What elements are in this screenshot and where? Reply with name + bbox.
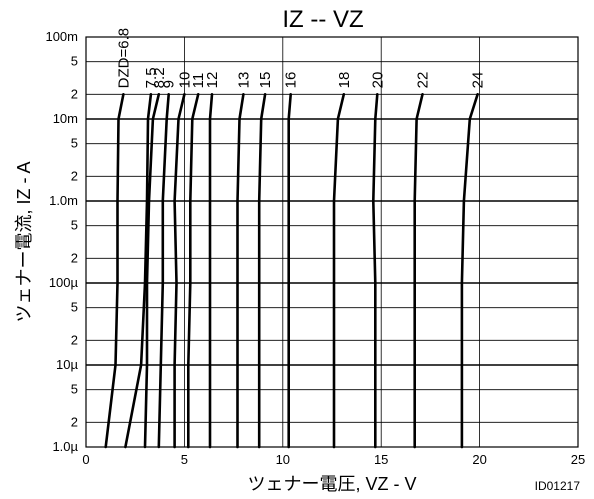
x-axis-label: ツェナー電圧, VZ - V — [247, 474, 416, 494]
x-tick-label: 20 — [472, 452, 486, 467]
y-tick-label: 5 — [71, 382, 78, 397]
series-label: 20 — [369, 72, 386, 89]
y-tick-label: 2 — [71, 168, 78, 183]
plot-frame — [85, 36, 579, 448]
chart-title: IZ -- VZ — [282, 6, 363, 33]
y-tick-label: 100µ — [49, 275, 79, 290]
series-line — [257, 93, 267, 449]
series-label: 18 — [336, 72, 353, 89]
figure-code: ID01217 — [535, 479, 581, 493]
x-tick-label: 0 — [82, 452, 89, 467]
y-tick-label: 5 — [71, 136, 78, 151]
y-tick-label: 10µ — [56, 357, 78, 372]
series-line — [143, 93, 161, 449]
y-tick-label: 2 — [71, 86, 78, 101]
series-label: 24 — [470, 72, 487, 89]
series-label: 22 — [415, 72, 432, 89]
y-tick-label: 100m — [45, 29, 78, 44]
y-tick-label: 5 — [71, 54, 78, 69]
y-tick-label: 10m — [53, 111, 78, 126]
series-label: 16 — [283, 72, 300, 89]
series-label: 12 — [204, 72, 221, 89]
y-tick-label: 5 — [71, 300, 78, 315]
x-tick-label: 25 — [571, 452, 585, 467]
series-line — [372, 93, 379, 449]
y-tick-label: 2 — [71, 250, 78, 265]
series-line — [187, 93, 200, 449]
y-axis-label: ツェナー電流, IZ - A — [14, 161, 34, 322]
x-tick-label: 5 — [181, 452, 188, 467]
series-group — [104, 93, 479, 449]
x-tick-label: 10 — [276, 452, 290, 467]
series-line — [287, 93, 292, 449]
series-label: 11 — [190, 73, 207, 89]
tick-labels: 0 5 10 15 20 251.0µ2510µ25100µ251.0m2510m2510… — [45, 29, 585, 467]
series-label: 10 — [176, 72, 193, 89]
series-label: 7.5 — [143, 67, 160, 88]
series-line — [460, 93, 479, 449]
series-line — [124, 93, 153, 449]
series-line — [236, 93, 245, 449]
series-line — [332, 93, 346, 449]
y-tick-label: 2 — [71, 332, 78, 347]
grid — [86, 37, 578, 447]
series-label: 13 — [235, 72, 252, 89]
y-tick-label: 5 — [71, 218, 78, 233]
series-line — [104, 93, 125, 449]
series-label: DZD=6.8 — [115, 28, 132, 88]
y-tick-label: 1.0m — [49, 193, 78, 208]
series-line — [413, 93, 424, 449]
x-tick-label: 15 — [374, 452, 388, 467]
series-line — [208, 93, 214, 449]
series-label: 15 — [257, 72, 274, 89]
y-tick-label: 1.0µ — [52, 439, 78, 454]
series-line — [173, 93, 186, 449]
series-label: 9 — [161, 80, 178, 88]
series-line — [157, 93, 170, 449]
series-label: 8.2 — [151, 67, 168, 88]
y-tick-label: 2 — [71, 414, 78, 429]
